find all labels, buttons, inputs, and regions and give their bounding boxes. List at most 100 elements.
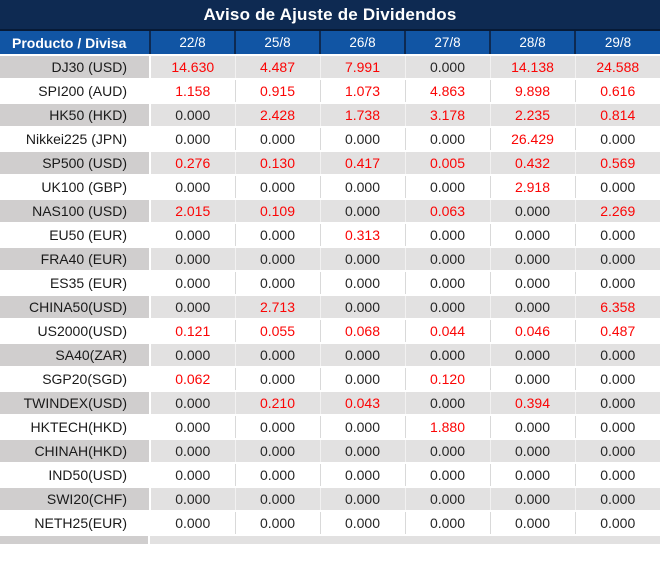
value-cell: 0.000 [404,175,490,200]
value-cell: 14.138 [489,55,575,80]
value-cell: 2.428 [234,103,320,128]
value-cell: 0.616 [574,79,660,104]
table-row: US2000(USD) 0.121 0.055 0.068 0.044 0.046 0.4… [0,319,660,344]
table-row: DJ30 (USD) 14.630 4.487 7.991 0.000 14.138 24… [0,55,660,80]
value-cell: 1.880 [404,415,490,440]
table-row: SA40(ZAR) 0.000 0.000 0.000 0.000 0.000 0.000 [0,343,660,368]
value-cell: 0.210 [234,391,320,416]
product-cell: HKTECH(HKD) [0,415,151,440]
value-cell: 0.000 [150,127,235,152]
value-cell: 0.915 [234,79,320,104]
page-title-bar: Aviso de Ajuste de Dividendos [0,0,660,31]
product-cell: HK50 (HKD) [0,103,151,128]
value-cell: 0.000 [404,343,490,368]
value-cell: 0.000 [489,343,575,368]
partial-next-row-strip [0,536,660,544]
value-cell: 0.000 [489,487,575,512]
column-header-date: 26/8 [319,31,405,56]
value-cell: 0.569 [574,151,660,176]
product-cell: UK100 (GBP) [0,175,151,200]
column-header-date: 28/8 [489,31,575,56]
value-cell: 0.000 [404,223,490,248]
value-cell: 0.000 [319,247,405,272]
product-cell: FRA40 (EUR) [0,247,151,272]
table-header-row: Producto / Divisa 22/8 25/8 26/8 27/8 28/8 29… [0,31,660,56]
value-cell: 9.898 [489,79,575,104]
column-header-date: 27/8 [404,31,490,56]
value-cell: 0.000 [489,415,575,440]
table-body: DJ30 (USD) 14.630 4.487 7.991 0.000 14.138 24… [0,55,660,536]
value-cell: 0.000 [150,343,235,368]
value-cell: 0.000 [404,55,490,80]
value-cell: 4.863 [404,79,490,104]
value-cell: 0.000 [234,223,320,248]
table-row: Nikkei225 (JPN) 0.000 0.000 0.000 0.000 26.4… [0,127,660,152]
product-cell: CHINA50(USD) [0,295,151,320]
product-cell: US2000(USD) [0,319,151,344]
value-cell: 0.000 [150,391,235,416]
dividend-table: Producto / Divisa 22/8 25/8 26/8 27/8 28/8 29… [0,31,660,536]
value-cell: 0.000 [150,247,235,272]
value-cell: 1.158 [150,79,235,104]
product-cell: NAS100 (USD) [0,199,151,224]
product-cell: SPI200 (AUD) [0,79,151,104]
value-cell: 0.000 [319,295,405,320]
value-cell: 0.000 [234,439,320,464]
table-row: UK100 (GBP) 0.000 0.000 0.000 0.000 2.918 0.0… [0,175,660,200]
table-row: SGP20(SGD) 0.062 0.000 0.000 0.120 0.000 0.00… [0,367,660,392]
value-cell: 0.000 [150,463,235,488]
value-cell: 0.000 [150,487,235,512]
value-cell: 0.000 [574,343,660,368]
value-cell: 0.000 [404,439,490,464]
value-cell: 26.429 [489,127,575,152]
value-cell: 0.000 [574,439,660,464]
column-header-date: 29/8 [574,31,660,56]
value-cell: 0.000 [150,511,235,536]
value-cell: 0.000 [574,391,660,416]
value-cell: 0.130 [234,151,320,176]
value-cell: 0.417 [319,151,405,176]
value-cell: 0.000 [234,511,320,536]
product-cell: SA40(ZAR) [0,343,151,368]
table-row: TWINDEX(USD) 0.000 0.210 0.043 0.000 0.394 0.… [0,391,660,416]
value-cell: 0.000 [319,463,405,488]
value-cell: 0.000 [319,367,405,392]
value-cell: 0.000 [234,127,320,152]
product-cell: SP500 (USD) [0,151,151,176]
value-cell: 0.000 [574,487,660,512]
value-cell: 0.000 [234,247,320,272]
value-cell: 0.005 [404,151,490,176]
column-gap [148,536,150,544]
value-cell: 0.000 [150,295,235,320]
table-row: SPI200 (AUD) 1.158 0.915 1.073 4.863 9.898 0.… [0,79,660,104]
value-cell: 0.000 [319,343,405,368]
value-cell: 0.121 [150,319,235,344]
product-cell: SGP20(SGD) [0,367,151,392]
table-row: HK50 (HKD) 0.000 2.428 1.738 3.178 2.235 0.81… [0,103,660,128]
product-cell: TWINDEX(USD) [0,391,151,416]
product-cell: Nikkei225 (JPN) [0,127,151,152]
value-cell: 0.000 [574,271,660,296]
partial-product-cell [0,536,148,544]
value-cell: 0.000 [150,223,235,248]
value-cell: 0.046 [489,319,575,344]
table-row: SWI20(CHF) 0.000 0.000 0.000 0.000 0.000 0.00… [0,487,660,512]
value-cell: 0.062 [150,367,235,392]
value-cell: 0.000 [489,511,575,536]
value-cell: 0.000 [574,511,660,536]
table-row: NAS100 (USD) 2.015 0.109 0.000 0.063 0.000 2.… [0,199,660,224]
value-cell: 24.588 [574,55,660,80]
value-cell: 0.000 [404,247,490,272]
value-cell: 4.487 [234,55,320,80]
value-cell: 3.178 [404,103,490,128]
value-cell: 0.109 [234,199,320,224]
value-cell: 0.000 [404,463,490,488]
value-cell: 0.044 [404,319,490,344]
column-header-date: 22/8 [149,31,235,56]
value-cell: 0.000 [234,463,320,488]
value-cell: 0.000 [319,127,405,152]
column-header-product: Producto / Divisa [0,31,150,56]
value-cell: 0.000 [574,223,660,248]
table-row: CHINA50(USD) 0.000 2.713 0.000 0.000 0.000 6.… [0,295,660,320]
value-cell: 0.000 [319,415,405,440]
